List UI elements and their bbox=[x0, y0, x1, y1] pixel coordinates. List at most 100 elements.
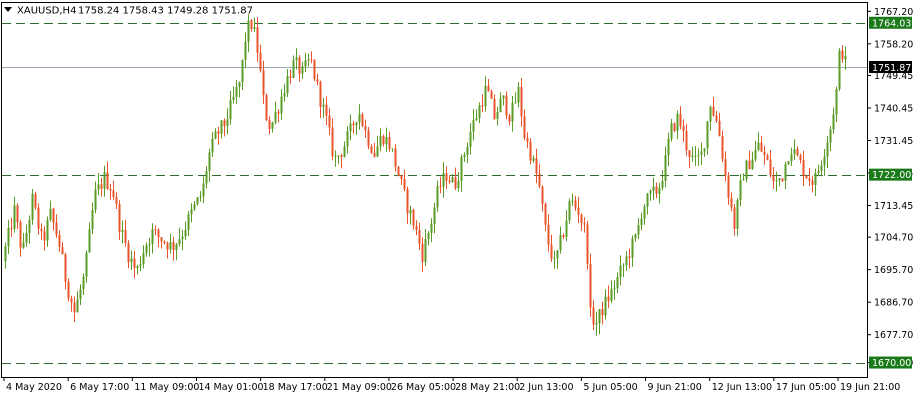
candle-body bbox=[325, 104, 328, 116]
candle-body bbox=[670, 123, 673, 139]
candle-body bbox=[571, 200, 574, 202]
candle bbox=[196, 197, 199, 206]
candle bbox=[100, 177, 103, 197]
candle-body bbox=[142, 252, 145, 265]
candle-body bbox=[766, 155, 769, 160]
candle-body bbox=[673, 123, 676, 131]
candle-body bbox=[508, 115, 511, 122]
y-axis: 1767.20 1758.20 1749.45 1740.45 1731.45 1722.… bbox=[867, 7, 913, 369]
candle-body bbox=[745, 160, 748, 180]
candle bbox=[193, 201, 196, 211]
candle bbox=[46, 216, 49, 247]
svg-text:1764.03: 1764.03 bbox=[872, 18, 911, 29]
candle bbox=[718, 112, 721, 137]
candle bbox=[406, 186, 409, 225]
candle bbox=[724, 151, 727, 182]
candle bbox=[4, 242, 7, 269]
symbol-label: XAUUSD,H4 bbox=[17, 6, 76, 17]
candle-body bbox=[784, 164, 787, 181]
candle bbox=[208, 148, 211, 182]
candle bbox=[655, 182, 658, 199]
menu-triangle-icon[interactable] bbox=[4, 7, 12, 12]
candle-body bbox=[739, 180, 742, 201]
candle bbox=[199, 191, 202, 202]
candle bbox=[346, 126, 349, 154]
candle bbox=[691, 146, 694, 162]
candle-body bbox=[235, 86, 238, 97]
candle-body bbox=[436, 186, 439, 208]
candle bbox=[103, 165, 106, 197]
candle bbox=[484, 76, 487, 112]
candle-body bbox=[550, 244, 553, 259]
candle bbox=[355, 121, 358, 135]
candle-body bbox=[289, 76, 292, 78]
candle bbox=[40, 223, 43, 240]
candle-body bbox=[415, 225, 418, 231]
candle-body bbox=[103, 172, 106, 189]
candle bbox=[286, 68, 289, 97]
candle bbox=[433, 202, 436, 234]
candle-body bbox=[511, 102, 514, 122]
candle bbox=[115, 192, 118, 209]
y-tick-label: 1731.45 bbox=[874, 136, 913, 147]
candle-body bbox=[169, 242, 172, 250]
candle-body bbox=[28, 219, 31, 233]
candle-body bbox=[31, 193, 34, 220]
candle bbox=[796, 146, 799, 157]
candle-body bbox=[742, 179, 745, 181]
candle bbox=[700, 142, 703, 165]
candle bbox=[316, 73, 319, 86]
candle bbox=[19, 219, 22, 257]
candle-body bbox=[646, 193, 649, 207]
candle bbox=[781, 178, 784, 183]
candle bbox=[805, 174, 808, 179]
candle bbox=[817, 164, 820, 177]
candle bbox=[403, 169, 406, 192]
candle bbox=[55, 214, 58, 238]
level-price-label: 1722.00 bbox=[869, 168, 912, 181]
candle-body bbox=[340, 155, 343, 157]
candle bbox=[211, 131, 214, 158]
candle bbox=[727, 172, 730, 205]
candle-body bbox=[547, 224, 550, 245]
candle-body bbox=[769, 159, 772, 176]
candle bbox=[478, 102, 481, 124]
candle bbox=[544, 202, 547, 232]
candle bbox=[313, 59, 316, 82]
candle-body bbox=[13, 205, 16, 229]
level-price-label: 1670.00 bbox=[869, 356, 912, 369]
candle-body bbox=[319, 81, 322, 107]
candle-body bbox=[406, 189, 409, 214]
candle bbox=[682, 119, 685, 142]
candle bbox=[232, 86, 235, 104]
candle-body bbox=[703, 148, 706, 152]
candle-body bbox=[595, 323, 598, 325]
candle-body bbox=[565, 220, 568, 237]
candle-body bbox=[175, 244, 178, 251]
candle bbox=[499, 92, 502, 113]
candle-body bbox=[391, 148, 394, 150]
candle-body bbox=[250, 20, 253, 29]
candle bbox=[730, 192, 733, 212]
candle bbox=[463, 152, 466, 162]
candle-body bbox=[304, 60, 307, 67]
candle bbox=[58, 230, 61, 252]
candle-body bbox=[364, 126, 367, 131]
candle bbox=[94, 181, 97, 214]
x-tick-label: 6 May 17:00 bbox=[70, 382, 129, 393]
candle-body bbox=[583, 223, 586, 225]
candle bbox=[754, 140, 757, 162]
x-tick-label: 12 Jun 13:00 bbox=[712, 382, 772, 393]
candle-body bbox=[244, 41, 247, 60]
candle bbox=[658, 182, 661, 204]
y-tick-label: 1767.20 bbox=[874, 7, 913, 18]
candle bbox=[274, 101, 277, 125]
candle bbox=[121, 220, 124, 244]
candle-body bbox=[568, 201, 571, 221]
candle-body bbox=[478, 105, 481, 118]
candle bbox=[643, 204, 646, 225]
candle-body bbox=[292, 60, 295, 78]
candle-body bbox=[652, 186, 655, 191]
y-tick-label: 1740.45 bbox=[874, 103, 913, 114]
